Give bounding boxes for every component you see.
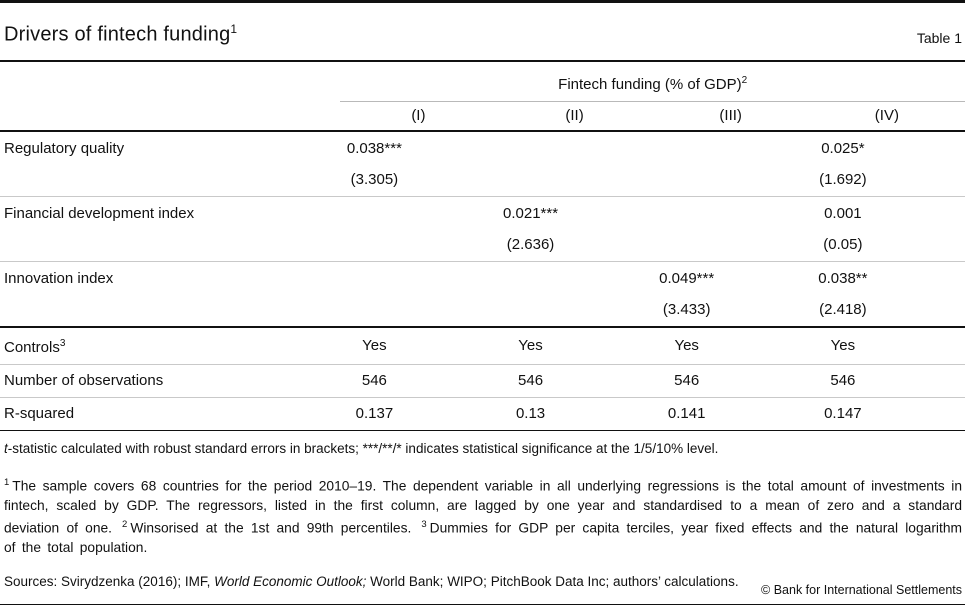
- coef-cell: [340, 261, 496, 294]
- stat-cell: Yes: [496, 326, 653, 365]
- row-label-financial-development-index: Financial development index: [4, 204, 195, 222]
- controls-footnote-marker: 3: [59, 337, 66, 349]
- tstat-cell: [496, 293, 653, 328]
- footnote-3-marker: 3: [421, 519, 427, 531]
- coef-cell: [653, 196, 809, 229]
- table-row-tstat: (2.636) (0.05): [0, 228, 965, 262]
- tstat-cell: (0.05): [808, 228, 965, 262]
- copyright-note: © Bank for International Settlements: [761, 583, 962, 597]
- page-title: Drivers of fintech funding1: [4, 14, 237, 50]
- empty-label-cell: [0, 293, 341, 328]
- tstat-cell: (3.433): [652, 293, 809, 328]
- column-header-2: (II): [496, 101, 653, 132]
- tstat-cell: [340, 228, 497, 262]
- stat-cell: 0.137: [340, 397, 497, 431]
- coef-cell: 0.049***: [659, 269, 715, 287]
- coef-cell: [496, 131, 652, 164]
- table-row-r-squared: R-squared 0.137 0.13 0.141 0.147: [0, 397, 965, 431]
- footnote-3-text: Dummies for GDP per capita terciles, yea…: [4, 520, 962, 556]
- tstat-cell: [496, 163, 653, 197]
- row-label-controls: Controls3: [0, 326, 341, 365]
- coef-cell: [340, 196, 496, 229]
- title-rule: [0, 60, 965, 62]
- regression-table: Fintech funding (% of GDP)2 (I) (II) (II…: [0, 61, 965, 431]
- table-row-controls: Controls3 Yes Yes Yes Yes: [0, 326, 965, 365]
- stat-cell: 546: [496, 364, 653, 398]
- stat-cell: Yes: [340, 326, 497, 365]
- tstat-cell: (2.636): [496, 228, 653, 262]
- table-row: Financial development index 0.021*** 0.0…: [0, 196, 965, 229]
- tstat-cell: (2.418): [808, 293, 965, 328]
- footnotes-paragraph: 1 The sample covers 68 countries for the …: [4, 473, 962, 558]
- footnote-2-text: Winsorised at the 1st and 99th percentil…: [130, 520, 412, 536]
- title-bar: Drivers of fintech funding1 Table 1: [0, 3, 965, 61]
- coef-cell: 0.038**: [818, 269, 868, 287]
- stat-cell: 0.147: [808, 397, 965, 431]
- tstat-cell: [652, 228, 809, 262]
- page-title-text: Drivers of fintech funding: [4, 23, 231, 46]
- row-label-number-of-observations: Number of observations: [0, 364, 341, 398]
- dependent-variable-label: Fintech funding (% of GDP): [558, 75, 742, 93]
- tstat-cell: [340, 293, 497, 328]
- table-row-observations: Number of observations 546 546 546 546: [0, 364, 965, 398]
- empty-header-cell: [0, 62, 340, 102]
- footnote-1-marker: 1: [4, 476, 10, 488]
- stat-cell: Yes: [808, 326, 965, 365]
- table-number-label: Table 1: [916, 30, 962, 47]
- coef-cell: 0.038***: [346, 139, 402, 157]
- coef-cell: 0.021***: [503, 204, 559, 222]
- row-label-regulatory-quality: Regulatory quality: [4, 139, 125, 157]
- column-header-row: (I) (II) (III) (IV): [0, 101, 965, 132]
- tstat-note: t-statistic calculated with robust stand…: [4, 440, 719, 456]
- coef-cell: 0.001: [824, 204, 862, 222]
- empty-label-cell: [0, 163, 341, 197]
- tstat-cell: [652, 163, 809, 197]
- dependent-variable-row: Fintech funding (% of GDP)2: [0, 61, 965, 102]
- empty-label-cell: [0, 228, 341, 262]
- footnote-2-marker: 2: [122, 519, 128, 531]
- bottom-rule: [0, 603, 965, 605]
- column-header-1: (I): [340, 101, 497, 132]
- row-label-r-squared: R-squared: [0, 397, 341, 431]
- row-label-innovation-index: Innovation index: [4, 269, 114, 287]
- table-row-tstat: (3.305) (1.692): [0, 163, 965, 197]
- stat-cell: 0.13: [496, 397, 653, 431]
- dependent-variable-header: Fintech funding (% of GDP)2: [340, 61, 965, 102]
- column-header-3: (III): [652, 101, 809, 132]
- table-row: Innovation index 0.049*** 0.038**: [0, 261, 965, 294]
- table-row: Regulatory quality 0.038*** 0.025*: [0, 131, 965, 164]
- stat-cell: 546: [652, 364, 809, 398]
- footnote-1-text: The sample covers 68 countries for the p…: [4, 478, 962, 536]
- top-rule: [0, 0, 965, 3]
- page-title-footnote-marker: 1: [230, 21, 238, 36]
- tstat-cell: (1.692): [808, 163, 965, 197]
- coef-cell: 0.025*: [821, 139, 865, 157]
- stat-cell: Yes: [652, 326, 809, 365]
- empty-header-cell: [0, 101, 341, 132]
- table-row-tstat: (3.433) (2.418): [0, 293, 965, 328]
- sources-note: Sources: Svirydzenka (2016); IMF, World …: [4, 573, 739, 589]
- coef-cell: [653, 131, 809, 164]
- stat-cell: 546: [340, 364, 497, 398]
- column-header-4: (IV): [808, 101, 965, 132]
- stat-cell: 0.141: [652, 397, 809, 431]
- stat-cell: 546: [808, 364, 965, 398]
- coef-cell: [496, 261, 652, 294]
- dependent-variable-footnote-marker: 2: [741, 74, 748, 86]
- tstat-cell: (3.305): [340, 163, 497, 197]
